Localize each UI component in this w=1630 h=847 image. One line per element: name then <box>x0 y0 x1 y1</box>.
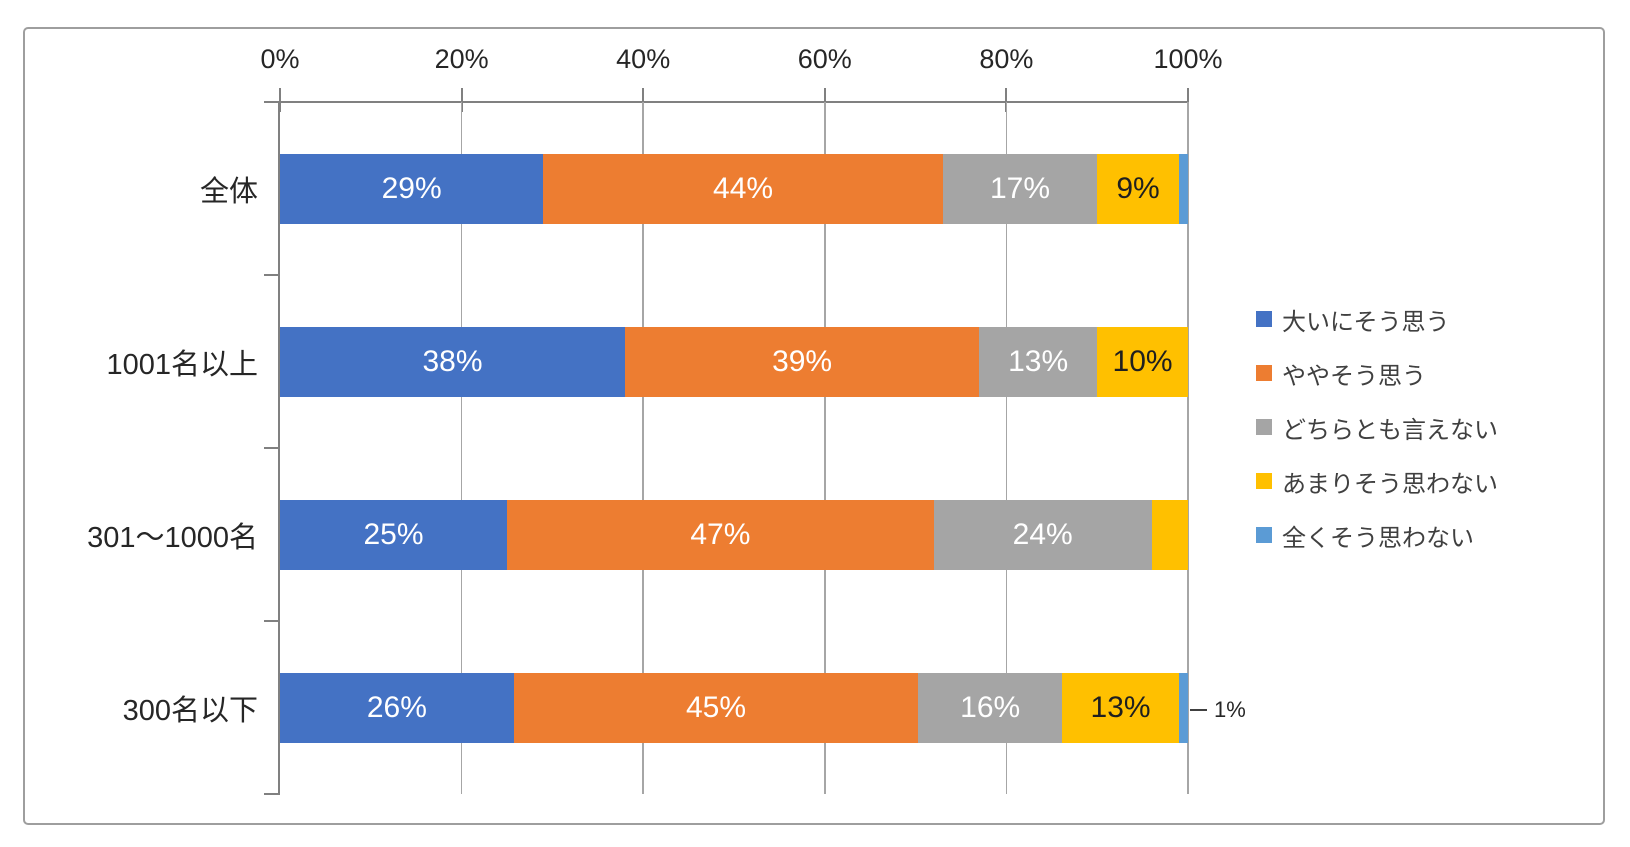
x-axis-tick-label: 100% <box>1153 44 1223 74</box>
data-label: 13% <box>1008 344 1069 378</box>
vertical-gridline <box>460 102 463 794</box>
data-label: 29% <box>381 171 442 205</box>
x-axis-tick-mark <box>1005 88 1008 112</box>
x-axis-tick-label: 0% <box>260 44 300 74</box>
data-label: 44% <box>713 171 774 205</box>
bar-segment: 45% <box>513 672 919 743</box>
bar-segment <box>1151 499 1188 570</box>
x-axis-tick-label: 20% <box>434 44 489 74</box>
bar-row: 29% 44% 17% 9% <box>280 153 1188 224</box>
data-label: 9% <box>1116 171 1160 205</box>
legend-item: 大いにそう思う <box>1256 292 1498 346</box>
vertical-gridline <box>1187 102 1189 794</box>
legend-item: あまりそう思わない <box>1256 454 1498 508</box>
bar-row: 38% 39% 13% 10% <box>280 326 1188 397</box>
data-label: 13% <box>1090 690 1151 724</box>
y-axis-tick-mark <box>264 447 280 449</box>
legend-label: あまりそう思わない <box>1282 470 1498 498</box>
x-axis-tick-mark <box>460 88 463 112</box>
data-label: 38% <box>422 344 483 378</box>
y-axis-tick-mark <box>264 274 280 276</box>
bar-segment: 16% <box>918 672 1063 743</box>
data-label: 45% <box>685 690 747 724</box>
legend-item: 全くそう思わない <box>1256 508 1498 562</box>
x-axis-tick-mark <box>279 88 281 112</box>
data-label: 26% <box>366 690 427 724</box>
category-label: 301～1000名 <box>87 521 258 554</box>
bar-row: 26% 45% 16% 13% <box>280 672 1188 743</box>
data-label: 17% <box>989 171 1051 205</box>
x-axis-tick-label: 80% <box>979 44 1034 74</box>
legend-item: どちらとも言えない <box>1256 400 1498 454</box>
category-label: 1001名以上 <box>106 348 258 381</box>
bar-segment: 13% <box>979 326 1098 397</box>
legend-swatch <box>1256 527 1272 543</box>
legend-swatch <box>1256 365 1272 381</box>
category-label: 全体 <box>199 175 258 208</box>
bar-segment: 38% <box>280 326 626 397</box>
legend-swatch <box>1256 419 1272 435</box>
bar-segment: 10% <box>1097 326 1188 397</box>
x-axis-tick-mark <box>1187 88 1189 112</box>
x-axis-tick-mark <box>823 88 826 112</box>
legend-label: 全くそう思わない <box>1282 524 1474 552</box>
bar-segment <box>1178 672 1188 743</box>
y-axis-tick-mark <box>264 620 280 622</box>
x-axis-tick-label: 40% <box>616 44 671 74</box>
x-axis-tick-label: 60% <box>797 44 852 74</box>
x-axis-line <box>280 101 1188 103</box>
bar-segment: 47% <box>507 499 934 570</box>
vertical-gridline <box>824 102 826 794</box>
data-label: 10% <box>1112 344 1173 378</box>
legend-label: 大いにそう思う <box>1282 308 1450 336</box>
bar-segment: 13% <box>1062 672 1179 743</box>
legend-label: どちらとも言えない <box>1282 416 1498 444</box>
bar-segment: 9% <box>1097 153 1179 224</box>
bar-segment: 29% <box>280 153 544 224</box>
x-axis-tick-mark <box>642 88 645 112</box>
data-label: 24% <box>1012 517 1073 551</box>
legend-label: ややそう思う <box>1282 362 1426 390</box>
callout-label: 1% <box>1214 696 1246 722</box>
data-label: 39% <box>772 344 833 378</box>
bar-segment <box>1178 153 1188 224</box>
bar-row: 25% 47% 24% <box>280 499 1188 570</box>
bar-segment: 24% <box>933 499 1152 570</box>
legend-item: ややそう思う <box>1256 346 1498 400</box>
bar-segment: 17% <box>942 153 1098 224</box>
legend-swatch <box>1256 311 1272 327</box>
bar-segment: 44% <box>543 153 943 224</box>
y-axis-tick-mark <box>264 793 280 795</box>
vertical-gridline <box>642 102 644 794</box>
legend-swatch <box>1256 473 1272 489</box>
data-label: 16% <box>960 690 1021 724</box>
y-axis-tick-mark <box>264 101 280 103</box>
bar-segment: 26% <box>280 672 514 743</box>
vertical-gridline <box>1005 102 1008 794</box>
bar-segment: 25% <box>280 499 507 570</box>
data-label: 47% <box>690 517 751 551</box>
category-label: 300名以下 <box>122 694 258 727</box>
data-label: 25% <box>363 517 424 551</box>
bar-segment: 39% <box>625 326 980 397</box>
legend: 大いにそう思う ややそう思うどちらとも言えない あまりそう思わない 全くそう思わない <box>1256 292 1498 562</box>
callout-leader-line <box>1190 708 1207 711</box>
